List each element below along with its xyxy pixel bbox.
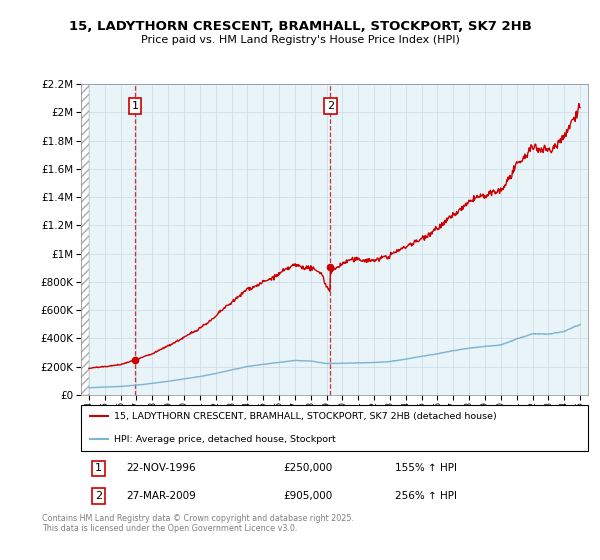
Text: 2: 2 <box>326 101 334 111</box>
Text: 256% ↑ HPI: 256% ↑ HPI <box>395 491 457 501</box>
Text: Contains HM Land Registry data © Crown copyright and database right 2025.
This d: Contains HM Land Registry data © Crown c… <box>42 514 354 534</box>
Text: Price paid vs. HM Land Registry's House Price Index (HPI): Price paid vs. HM Land Registry's House … <box>140 35 460 45</box>
Text: 22-NOV-1996: 22-NOV-1996 <box>127 464 196 473</box>
Text: 27-MAR-2009: 27-MAR-2009 <box>127 491 196 501</box>
Bar <box>81 84 89 395</box>
Text: 155% ↑ HPI: 155% ↑ HPI <box>395 464 457 473</box>
Text: 1: 1 <box>131 101 139 111</box>
Text: HPI: Average price, detached house, Stockport: HPI: Average price, detached house, Stoc… <box>114 435 336 444</box>
Text: 15, LADYTHORN CRESCENT, BRAMHALL, STOCKPORT, SK7 2HB: 15, LADYTHORN CRESCENT, BRAMHALL, STOCKP… <box>68 20 532 32</box>
Text: 1: 1 <box>95 464 102 473</box>
FancyBboxPatch shape <box>81 405 588 451</box>
Text: 2: 2 <box>95 491 103 501</box>
Text: £905,000: £905,000 <box>284 491 333 501</box>
Text: 15, LADYTHORN CRESCENT, BRAMHALL, STOCKPORT, SK7 2HB (detached house): 15, LADYTHORN CRESCENT, BRAMHALL, STOCKP… <box>114 412 497 421</box>
Text: £250,000: £250,000 <box>284 464 333 473</box>
